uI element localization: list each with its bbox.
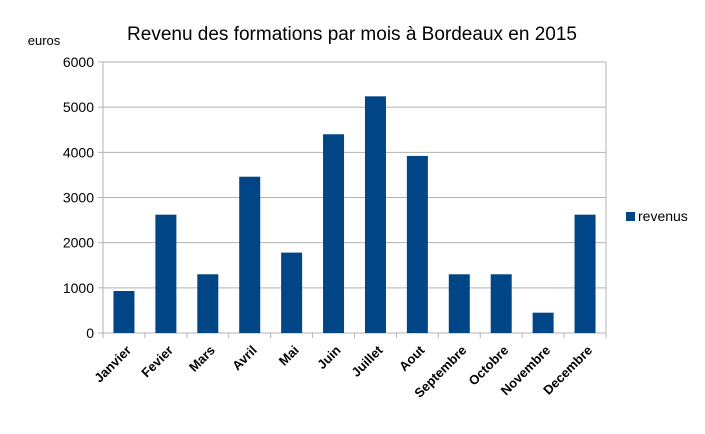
bar (574, 214, 596, 333)
legend-swatch (626, 212, 635, 221)
x-tick-label: Fevier (138, 343, 176, 381)
bar (197, 274, 219, 333)
bars (113, 96, 596, 334)
bar (323, 134, 345, 333)
x-tick-label: Avril (229, 343, 260, 374)
chart-title: Revenu des formations par mois à Bordeau… (127, 24, 577, 45)
legend-label: revenus (638, 208, 688, 224)
x-tick-label: Janvier (91, 343, 134, 386)
bar (113, 290, 135, 333)
grid (103, 61, 606, 334)
x-tick-label: Aout (396, 342, 428, 374)
bar (490, 274, 512, 333)
y-tick-label: 5000 (63, 99, 94, 115)
y-tick-label: 2000 (63, 235, 94, 251)
x-tick-label: Juin (314, 342, 344, 372)
bar (364, 96, 386, 334)
bar (239, 176, 261, 333)
axes (98, 61, 607, 338)
bar (448, 274, 470, 333)
bar (155, 214, 177, 333)
x-tick-label: Mars (186, 343, 218, 375)
y-tick-label: 0 (86, 325, 94, 341)
y-tick-label: 4000 (63, 144, 94, 160)
x-tick-label: Mai (276, 343, 302, 369)
x-tick-labels: Janvier Fevier Mars Avril Mai Juin Juillet Aout… (91, 342, 595, 401)
bar (532, 312, 554, 333)
x-tick-label: Juillet (348, 342, 386, 380)
y-tick-label: 1000 (63, 280, 94, 296)
y-tick-label: 3000 (63, 190, 94, 206)
y-axis-label: euros (28, 33, 61, 48)
legend: revenus (626, 208, 688, 224)
y-tick-labels: 0 1000 2000 3000 4000 5000 6000 (63, 54, 94, 341)
bar (281, 252, 303, 333)
y-tick-label: 6000 (63, 54, 94, 70)
bar (406, 155, 428, 333)
